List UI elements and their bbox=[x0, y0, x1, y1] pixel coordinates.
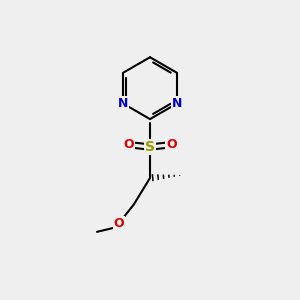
Text: S: S bbox=[145, 140, 155, 154]
Text: O: O bbox=[114, 217, 124, 230]
Text: O: O bbox=[124, 138, 134, 151]
Text: N: N bbox=[172, 97, 182, 110]
Text: O: O bbox=[166, 138, 176, 151]
Text: N: N bbox=[118, 97, 128, 110]
